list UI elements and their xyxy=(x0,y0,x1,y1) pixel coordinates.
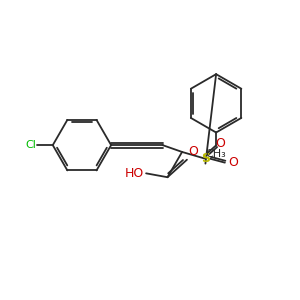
Text: S: S xyxy=(201,152,210,165)
Text: O: O xyxy=(188,145,198,158)
Text: Cl: Cl xyxy=(26,140,36,150)
Text: O: O xyxy=(228,156,238,169)
Text: HO: HO xyxy=(125,167,144,180)
Text: O: O xyxy=(215,137,225,150)
Text: CH₃: CH₃ xyxy=(206,149,226,159)
